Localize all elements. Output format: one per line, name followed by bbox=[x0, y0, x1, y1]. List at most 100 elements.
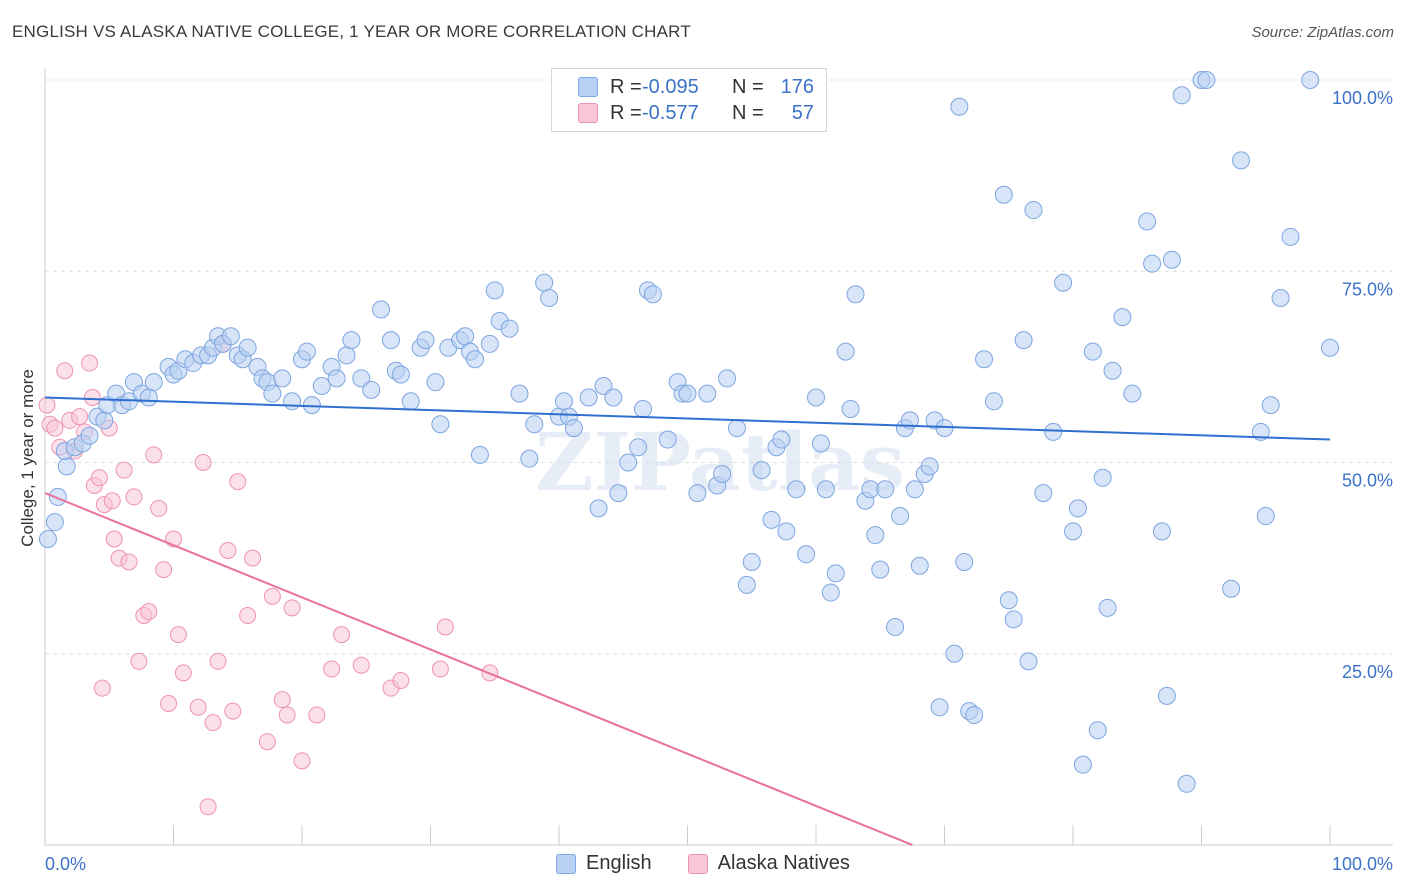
data-point bbox=[1083, 342, 1102, 361]
data-point bbox=[688, 484, 707, 503]
data-point bbox=[426, 373, 445, 392]
data-point bbox=[1177, 774, 1196, 793]
data-point bbox=[362, 380, 381, 399]
data-point bbox=[821, 583, 840, 602]
data-point bbox=[278, 706, 296, 724]
legend-item-alaska[interactable]: Alaska Natives bbox=[687, 852, 850, 875]
data-point bbox=[352, 656, 370, 674]
data-point bbox=[826, 564, 845, 583]
data-point bbox=[1281, 227, 1300, 246]
data-point bbox=[1232, 151, 1251, 170]
data-point bbox=[83, 388, 101, 406]
data-point bbox=[762, 510, 781, 529]
y-tick-label: 50.0% bbox=[1342, 471, 1393, 491]
data-point bbox=[540, 289, 559, 308]
data-point bbox=[1098, 598, 1117, 617]
data-point bbox=[90, 469, 108, 487]
data-point bbox=[594, 377, 613, 395]
data-point bbox=[273, 691, 291, 709]
data-point bbox=[1143, 254, 1162, 273]
data-point bbox=[1004, 610, 1023, 629]
legend-item-english[interactable]: English bbox=[556, 852, 652, 875]
data-point bbox=[120, 553, 138, 571]
data-point bbox=[144, 373, 163, 392]
data-point bbox=[93, 679, 111, 697]
data-point bbox=[46, 419, 64, 437]
data-point bbox=[811, 434, 830, 453]
r-value: -0.095 bbox=[642, 75, 699, 98]
data-point bbox=[103, 492, 121, 510]
data-point bbox=[1321, 338, 1339, 357]
data-point bbox=[984, 392, 1003, 411]
data-point bbox=[150, 499, 168, 517]
data-point bbox=[1123, 384, 1142, 403]
data-point bbox=[920, 457, 939, 476]
data-point bbox=[391, 365, 410, 384]
data-point bbox=[209, 652, 227, 670]
n-label: N = bbox=[732, 101, 764, 124]
watermark-text: ZIPatlas bbox=[535, 415, 905, 509]
data-point bbox=[194, 454, 212, 471]
data-point bbox=[1064, 522, 1082, 541]
data-point bbox=[189, 698, 207, 716]
n-value: 176 bbox=[780, 75, 814, 98]
data-point bbox=[886, 617, 905, 636]
axes bbox=[44, 68, 1393, 846]
data-point bbox=[718, 369, 737, 388]
english-legend-label: English bbox=[586, 852, 652, 874]
data-point bbox=[155, 561, 173, 579]
chart-title: ENGLISH VS ALASKA NATIVE COLLEGE, 1 YEAR… bbox=[12, 22, 691, 41]
data-point bbox=[1103, 361, 1122, 380]
data-point bbox=[564, 419, 583, 438]
data-point bbox=[1301, 71, 1320, 89]
english-swatch bbox=[556, 853, 577, 874]
data-point bbox=[846, 285, 865, 304]
r-label: R = bbox=[610, 75, 642, 98]
data-point bbox=[224, 702, 242, 720]
data-point bbox=[678, 384, 697, 403]
data-point bbox=[470, 445, 489, 464]
data-point bbox=[1044, 422, 1063, 441]
data-point bbox=[174, 664, 192, 682]
alaska-legend-label: Alaska Natives bbox=[717, 852, 850, 874]
data-point bbox=[297, 342, 316, 361]
data-point bbox=[465, 350, 484, 369]
data-point bbox=[80, 426, 99, 445]
data-point bbox=[308, 706, 326, 724]
data-point bbox=[145, 446, 163, 464]
data-point bbox=[1157, 686, 1176, 705]
data-point bbox=[619, 453, 638, 472]
data-point bbox=[1113, 308, 1132, 327]
y-axis-label: College, 1 year or more bbox=[18, 369, 37, 547]
trend-lines bbox=[44, 396, 1331, 846]
data-point bbox=[994, 185, 1013, 204]
data-point bbox=[431, 660, 449, 678]
data-point bbox=[71, 408, 89, 426]
english-points bbox=[38, 71, 1339, 793]
data-point bbox=[485, 281, 504, 300]
data-point bbox=[1261, 396, 1280, 415]
data-point bbox=[910, 556, 929, 575]
data-point bbox=[1068, 499, 1087, 518]
legend-row-english: R = -0.095 N = 176 bbox=[578, 74, 814, 100]
data-point bbox=[372, 300, 391, 319]
data-point bbox=[1054, 273, 1073, 292]
r-label: R = bbox=[610, 101, 642, 124]
data-point bbox=[579, 388, 598, 407]
data-point bbox=[836, 342, 855, 361]
data-point bbox=[698, 384, 717, 403]
data-point bbox=[1088, 721, 1107, 740]
data-point bbox=[891, 507, 910, 526]
data-point bbox=[1024, 201, 1043, 220]
source-label: Source: ZipAtlas.com bbox=[1251, 24, 1394, 41]
data-point bbox=[520, 449, 539, 468]
data-point bbox=[337, 346, 356, 365]
data-point bbox=[57, 457, 76, 476]
data-point bbox=[221, 327, 240, 346]
data-point bbox=[950, 97, 969, 116]
data-point bbox=[392, 672, 410, 690]
data-point bbox=[456, 327, 475, 346]
data-point bbox=[273, 369, 292, 388]
data-point bbox=[535, 273, 554, 292]
